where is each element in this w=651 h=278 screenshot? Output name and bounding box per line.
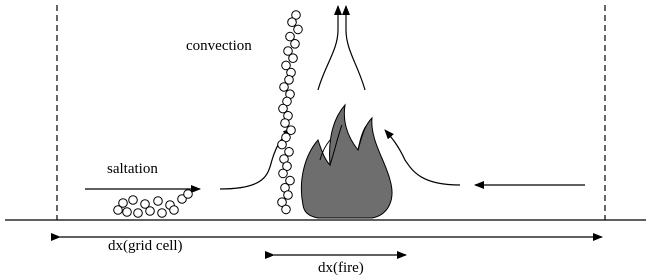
saltation-label: saltation	[107, 161, 158, 177]
particle	[123, 208, 132, 217]
particle	[282, 205, 291, 214]
convection-label: convection	[186, 38, 252, 54]
page: convection saltation dx(grid cell) dx(fi…	[0, 0, 651, 278]
particle	[280, 83, 289, 92]
plume-arrow	[346, 6, 365, 90]
particle	[114, 206, 123, 215]
plume-arrow	[318, 6, 338, 90]
particle	[154, 197, 163, 206]
particle	[129, 196, 138, 205]
particle	[291, 40, 300, 49]
inflow-arrow	[385, 130, 460, 185]
fire	[301, 105, 392, 218]
fire-label: dx(fire)	[318, 260, 364, 276]
diagram: convection saltation dx(grid cell) dx(fi…	[0, 0, 651, 278]
particle	[146, 207, 155, 216]
particle	[158, 209, 167, 218]
particle	[134, 209, 143, 218]
grid-cell-label: dx(grid cell)	[108, 238, 183, 254]
particle	[279, 169, 288, 178]
particle	[278, 140, 287, 149]
particle	[184, 190, 193, 199]
particle	[288, 18, 297, 27]
particle	[284, 191, 293, 200]
particle	[294, 25, 303, 34]
particle	[289, 54, 298, 63]
particle	[281, 119, 290, 128]
particle	[170, 206, 179, 215]
